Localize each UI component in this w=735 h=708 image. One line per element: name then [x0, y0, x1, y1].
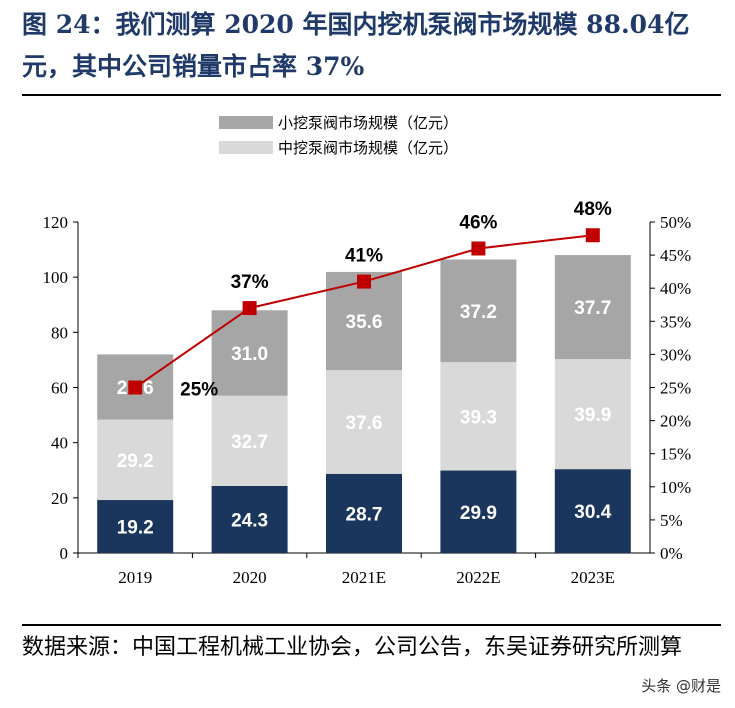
bar-segment	[211, 485, 288, 553]
share-point	[585, 228, 600, 243]
watermark: 头条 @财是	[641, 677, 721, 695]
y2-tick-label: 15%	[660, 445, 691, 464]
bar-segment	[554, 469, 631, 553]
x-tick-label: 2023E	[571, 568, 615, 587]
y-tick-label: 40	[51, 434, 68, 453]
y2-tick-label: 0%	[660, 544, 683, 563]
y2-tick-label: 50%	[660, 213, 691, 232]
bar-segment	[554, 359, 631, 470]
x-tick-label: 2020	[233, 568, 267, 587]
bar-label: 37.7	[574, 298, 611, 319]
share-point	[242, 301, 257, 316]
share-point	[128, 380, 143, 395]
share-point	[471, 241, 486, 256]
y2-tick-label: 10%	[660, 478, 691, 497]
y2-tick-label: 30%	[660, 345, 691, 364]
bar-segment	[440, 470, 517, 553]
title-rule	[22, 94, 721, 96]
share-label: 37%	[231, 272, 269, 293]
bar-segment	[440, 259, 517, 363]
bar-label: 37.6	[346, 413, 383, 434]
legend-label: 中挖泵阀市场规模（亿元）	[278, 139, 458, 157]
source-note: 数据来源：中国工程机械工业协会，公司公告，东吴证券研究所测算	[22, 635, 683, 660]
x-tick-label: 2022E	[456, 568, 500, 587]
share-label: 46%	[459, 212, 497, 233]
bar-label: 37.2	[460, 302, 497, 323]
y-tick-label: 120	[43, 213, 69, 232]
bar-label: 30.4	[574, 502, 611, 523]
share-label: 25%	[180, 380, 218, 401]
y2-tick-label: 35%	[660, 312, 691, 331]
bar-label: 29.2	[117, 451, 154, 472]
y-tick-label: 80	[51, 323, 68, 342]
y2-tick-label: 20%	[660, 412, 691, 431]
bar-label: 29.9	[460, 503, 497, 524]
y2-tick-label: 40%	[660, 279, 691, 298]
y2-tick-label: 5%	[660, 511, 683, 530]
bar-label: 32.7	[231, 432, 268, 453]
legend-label: 小挖泵阀市场规模（亿元）	[278, 114, 458, 132]
bar-segment	[97, 500, 174, 553]
bar-segment	[326, 370, 402, 474]
share-point	[357, 274, 371, 289]
share-label: 41%	[345, 246, 383, 267]
bar-label: 35.6	[346, 312, 383, 333]
y2-tick-label: 45%	[660, 246, 691, 265]
x-tick-label: 2021E	[342, 568, 386, 587]
y-tick-label: 60	[51, 379, 68, 398]
y2-tick-label: 25%	[660, 379, 691, 398]
bar-segment	[211, 395, 288, 486]
bar-label: 31.0	[231, 344, 268, 365]
bar-label: 39.3	[460, 407, 497, 428]
x-tick-label: 2019	[118, 568, 152, 587]
bar-label: 28.7	[346, 504, 383, 525]
legend-swatch	[219, 141, 273, 154]
legend-swatch	[219, 116, 273, 129]
footer-rule	[22, 624, 721, 626]
bar-label: 19.2	[117, 518, 154, 539]
bar-segment	[97, 419, 174, 501]
figure-title: 图 24：我们测算 2020 年国内挖机泵阀市场规模 88.04亿元，其中公司销…	[22, 10, 690, 81]
y-tick-label: 0	[60, 544, 69, 563]
y-tick-label: 20	[51, 489, 68, 508]
bar-segment	[326, 473, 402, 553]
bar-label: 39.9	[574, 405, 611, 426]
bar-segment	[440, 362, 517, 471]
y-tick-label: 100	[43, 268, 69, 287]
bar-segment	[554, 255, 631, 360]
share-label: 48%	[574, 199, 612, 220]
bar-label: 24.3	[231, 510, 268, 531]
